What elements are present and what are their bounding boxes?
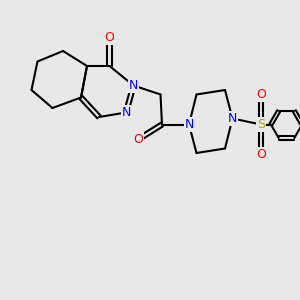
Text: S: S <box>257 118 265 131</box>
Text: O: O <box>256 88 266 101</box>
Text: N: N <box>184 118 194 131</box>
Text: O: O <box>105 31 114 44</box>
Text: N: N <box>121 106 131 119</box>
Text: O: O <box>133 133 143 146</box>
Text: N: N <box>129 79 138 92</box>
Text: O: O <box>256 148 266 161</box>
Text: N: N <box>228 112 237 125</box>
